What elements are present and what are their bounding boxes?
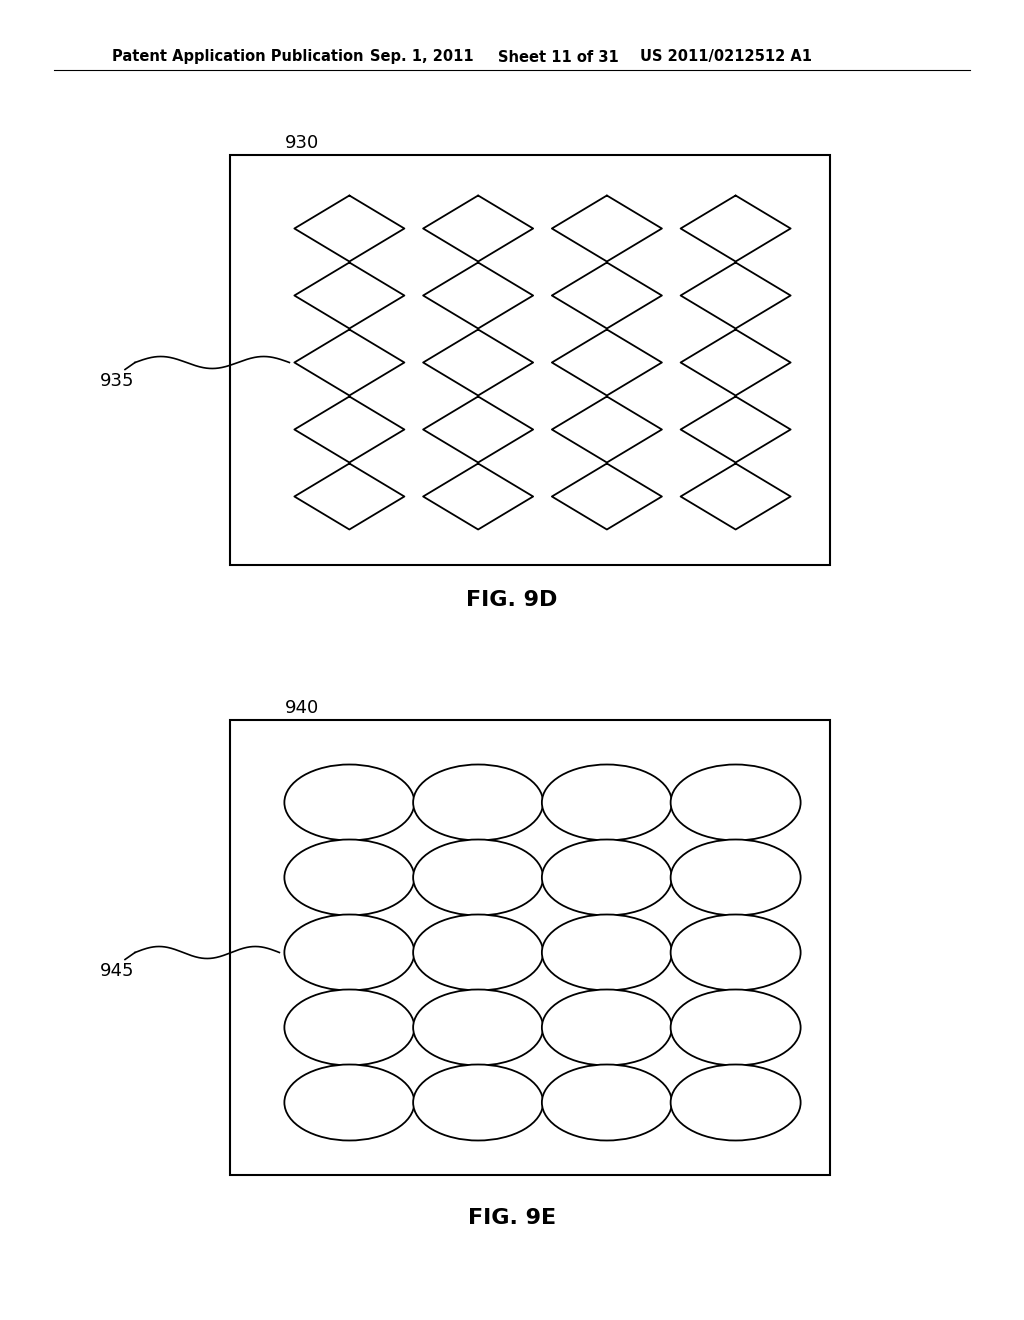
- Ellipse shape: [671, 990, 801, 1065]
- Text: Patent Application Publication: Patent Application Publication: [112, 49, 364, 65]
- Text: 935: 935: [100, 371, 134, 389]
- Ellipse shape: [285, 764, 415, 841]
- Text: 930: 930: [285, 135, 319, 152]
- Ellipse shape: [671, 1064, 801, 1140]
- Ellipse shape: [413, 915, 543, 990]
- Ellipse shape: [542, 915, 672, 990]
- Text: 940: 940: [285, 700, 319, 717]
- Text: Sheet 11 of 31: Sheet 11 of 31: [498, 49, 618, 65]
- Ellipse shape: [671, 840, 801, 916]
- Ellipse shape: [285, 1064, 415, 1140]
- Ellipse shape: [285, 990, 415, 1065]
- Text: 945: 945: [100, 961, 134, 979]
- Ellipse shape: [542, 990, 672, 1065]
- Bar: [230, 154, 830, 565]
- Ellipse shape: [542, 840, 672, 916]
- Bar: [230, 719, 830, 1175]
- Ellipse shape: [285, 840, 415, 916]
- Ellipse shape: [542, 764, 672, 841]
- Text: FIG. 9E: FIG. 9E: [468, 1208, 556, 1228]
- Ellipse shape: [413, 840, 543, 916]
- Ellipse shape: [413, 764, 543, 841]
- Text: Sep. 1, 2011: Sep. 1, 2011: [370, 49, 474, 65]
- Ellipse shape: [285, 915, 415, 990]
- Text: US 2011/0212512 A1: US 2011/0212512 A1: [640, 49, 812, 65]
- Ellipse shape: [542, 1064, 672, 1140]
- Ellipse shape: [413, 990, 543, 1065]
- Ellipse shape: [413, 1064, 543, 1140]
- Text: FIG. 9D: FIG. 9D: [466, 590, 558, 610]
- Ellipse shape: [671, 915, 801, 990]
- Ellipse shape: [671, 764, 801, 841]
